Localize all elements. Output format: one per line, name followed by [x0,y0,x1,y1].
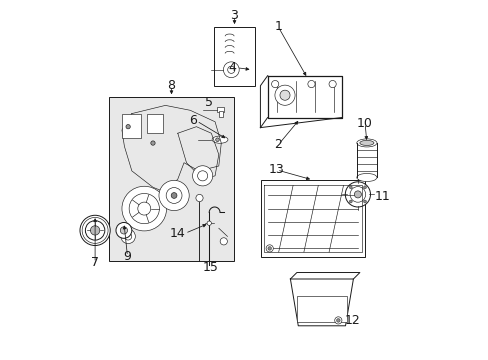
Ellipse shape [356,139,376,147]
Circle shape [192,166,212,186]
Text: 4: 4 [228,61,236,74]
Circle shape [334,317,341,324]
Circle shape [171,193,177,198]
Circle shape [265,245,273,252]
Circle shape [138,202,150,215]
Bar [260,180,365,257]
Text: 11: 11 [374,190,390,203]
Circle shape [82,217,108,243]
Bar [213,27,255,86]
Bar [219,111,222,117]
Circle shape [220,238,227,245]
Circle shape [328,80,336,88]
Ellipse shape [212,136,227,143]
Circle shape [271,80,278,88]
Circle shape [120,227,127,234]
Circle shape [348,186,351,189]
Circle shape [159,180,189,211]
Bar [217,107,224,112]
Bar [122,113,140,138]
Circle shape [354,191,361,198]
Circle shape [90,226,100,235]
Bar [296,297,346,322]
Text: 12: 12 [344,314,360,327]
Circle shape [307,80,314,88]
Circle shape [85,221,104,240]
Circle shape [345,182,370,207]
Circle shape [215,138,219,141]
Text: 6: 6 [188,114,196,127]
Text: 15: 15 [202,261,218,274]
Circle shape [280,90,289,100]
Text: 2: 2 [274,138,282,151]
Circle shape [166,188,182,203]
Circle shape [126,125,130,129]
Circle shape [223,62,239,78]
Bar [146,113,163,133]
Circle shape [121,229,135,244]
Text: 1: 1 [274,21,282,33]
Circle shape [348,200,351,203]
Bar [109,97,233,261]
Text: 5: 5 [205,96,213,109]
Circle shape [196,194,203,202]
Circle shape [349,186,365,202]
Circle shape [197,171,207,181]
Circle shape [124,233,131,240]
Text: 14: 14 [169,227,185,240]
Ellipse shape [356,174,376,181]
Circle shape [227,66,234,73]
Circle shape [206,221,211,225]
Text: 7: 7 [91,256,99,269]
Circle shape [116,222,132,238]
Bar [109,97,233,261]
Circle shape [336,319,340,322]
Text: 9: 9 [123,250,131,263]
Text: 13: 13 [268,163,284,176]
Ellipse shape [359,140,373,145]
Text: 3: 3 [230,9,238,22]
Circle shape [274,85,294,105]
Text: 10: 10 [356,117,372,130]
Text: 8: 8 [167,79,175,92]
Circle shape [363,186,366,189]
Circle shape [267,247,271,250]
Circle shape [80,215,110,246]
Circle shape [363,200,366,203]
Circle shape [150,141,155,145]
Circle shape [122,186,166,231]
Circle shape [129,193,159,224]
